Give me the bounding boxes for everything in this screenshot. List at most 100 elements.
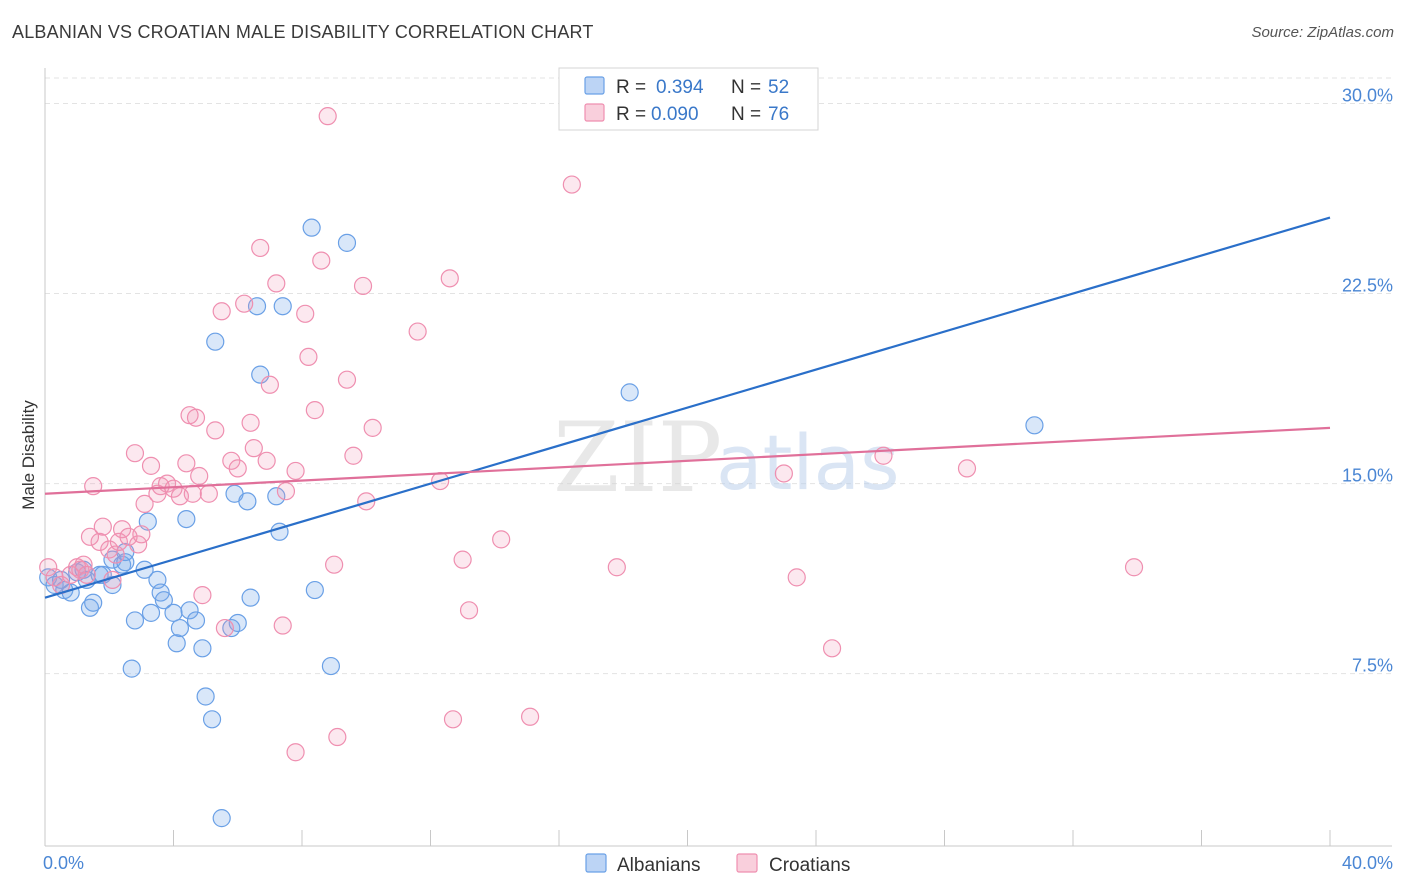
croatian-point-52: [299, 347, 318, 366]
croatian-point-42: [244, 439, 263, 458]
croatian-point-72: [607, 558, 626, 577]
croatian-point-69: [492, 530, 511, 549]
axes: [44, 68, 1392, 847]
croatian-point-58: [337, 370, 357, 389]
albanian-point-13: [103, 575, 122, 595]
croatian-point-49: [286, 461, 305, 481]
bottom-legend-croatians: Croatians: [769, 855, 850, 876]
croatian-point-30: [183, 484, 202, 503]
albanian-point-45: [273, 297, 292, 316]
watermark-zip: ZIP: [553, 402, 722, 514]
croatian-point-74: [787, 568, 806, 587]
y-tick-label-3: 30.0%: [1342, 85, 1393, 105]
croatian-point-46: [267, 274, 286, 293]
croatian-point-35: [206, 421, 225, 440]
data-points: [39, 107, 1144, 828]
legend-n-label-2: N =: [731, 104, 761, 125]
albanian-point-50: [620, 383, 639, 402]
croatian-point-56: [325, 555, 344, 574]
albanian-point-21: [141, 603, 161, 622]
croatian-point-60: [353, 276, 373, 296]
croatian-point-78: [1124, 558, 1144, 577]
croatian-point-44: [257, 451, 276, 470]
bottom-legend-albanians: Albanians: [617, 855, 700, 876]
croatian-point-48: [276, 482, 296, 501]
y-tick-label-0: 7.5%: [1352, 656, 1393, 676]
legend-r-label-2: R =: [616, 104, 646, 125]
croatian-point-37: [215, 618, 234, 638]
albanian-point-33: [202, 710, 222, 729]
legend-r-value-1: 0.394: [656, 77, 704, 98]
croatian-point-33: [193, 586, 212, 605]
watermark-atlas: atlas: [716, 418, 900, 507]
croatian-point-8: [80, 527, 100, 546]
albanian-point-39: [238, 492, 257, 511]
albanian-point-24: [154, 591, 173, 610]
y-axis-label: Male Disability: [19, 400, 38, 510]
legend-swatch-croatians: [584, 103, 605, 122]
croatian-point-6: [74, 555, 93, 574]
legend-r-label-1: R =: [616, 77, 646, 98]
albanian-point-40: [241, 588, 260, 607]
croatian-point-51: [296, 304, 315, 323]
croatian-point-18: [125, 444, 145, 463]
bottom-legend-swatch-albanians: [585, 853, 607, 873]
croatian-point-75: [822, 639, 842, 658]
y-tick-label-2: 22.5%: [1342, 276, 1393, 296]
croatian-point-50: [286, 743, 305, 762]
croatian-point-65: [440, 269, 459, 288]
croatian-trend-line: [44, 426, 1331, 495]
croatian-point-53: [305, 401, 324, 420]
chart-title: ALBANIAN VS CROATIAN MALE DISABILITY COR…: [12, 22, 594, 42]
croatian-point-61: [357, 492, 376, 511]
croatian-point-47: [273, 616, 292, 635]
albanian-point-49: [337, 233, 357, 252]
croatian-point-22: [141, 456, 161, 475]
croatian-point-54: [312, 251, 331, 270]
croatian-point-59: [344, 446, 363, 465]
albanian-point-28: [177, 509, 196, 529]
albanian-point-26: [167, 634, 186, 653]
croatian-point-62: [363, 418, 382, 437]
albanian-point-15: [116, 553, 135, 572]
croatian-point-55: [318, 107, 337, 126]
croatian-point-45: [260, 375, 279, 394]
croatian-point-77: [957, 459, 977, 478]
croatian-point-10: [90, 532, 109, 551]
croatian-point-66: [443, 710, 463, 729]
albanian-point-30: [186, 611, 206, 630]
albanian-point-29: [180, 601, 199, 620]
watermark: ZIP atlas: [553, 402, 900, 514]
albanian-point-34: [206, 332, 225, 351]
croatian-point-36: [212, 302, 231, 321]
legend-n-label-1: N =: [731, 77, 761, 98]
albanian-trend-line: [44, 216, 1331, 599]
croatian-point-16: [112, 520, 132, 539]
legend-n-value-1: 52: [768, 77, 789, 98]
croatian-point-28: [177, 454, 196, 473]
croatian-point-57: [328, 727, 347, 747]
croatian-point-0: [39, 558, 58, 577]
x-tick-labels: 0.0% 40.0%: [43, 853, 1393, 873]
croatian-point-67: [453, 550, 472, 569]
albanian-point-31: [193, 639, 212, 658]
legend-r-value-2: 0.090: [651, 104, 699, 125]
croatian-point-39: [228, 459, 247, 478]
albanian-point-25: [164, 603, 183, 622]
croatian-point-20: [132, 525, 151, 544]
x-tick-label-0: 0.0%: [43, 853, 84, 873]
croatian-point-68: [459, 601, 479, 620]
croatian-point-41: [241, 413, 260, 432]
x-tick-label-1: 40.0%: [1342, 853, 1393, 873]
legend-n-value-2: 76: [768, 104, 789, 125]
albanian-point-9: [84, 593, 103, 612]
bottom-legend-swatch-croatians: [736, 853, 758, 873]
albanian-point-47: [305, 580, 324, 600]
croatian-point-11: [93, 517, 112, 536]
source-label: Source: ZipAtlas.com: [1251, 24, 1394, 41]
albanian-point-18: [125, 611, 145, 630]
y-tick-labels: 7.5% 15.0% 22.5% 30.0%: [1342, 85, 1393, 675]
albanian-point-17: [122, 659, 141, 678]
y-tick-label-1: 15.0%: [1342, 466, 1393, 486]
croatian-point-32: [190, 466, 209, 486]
